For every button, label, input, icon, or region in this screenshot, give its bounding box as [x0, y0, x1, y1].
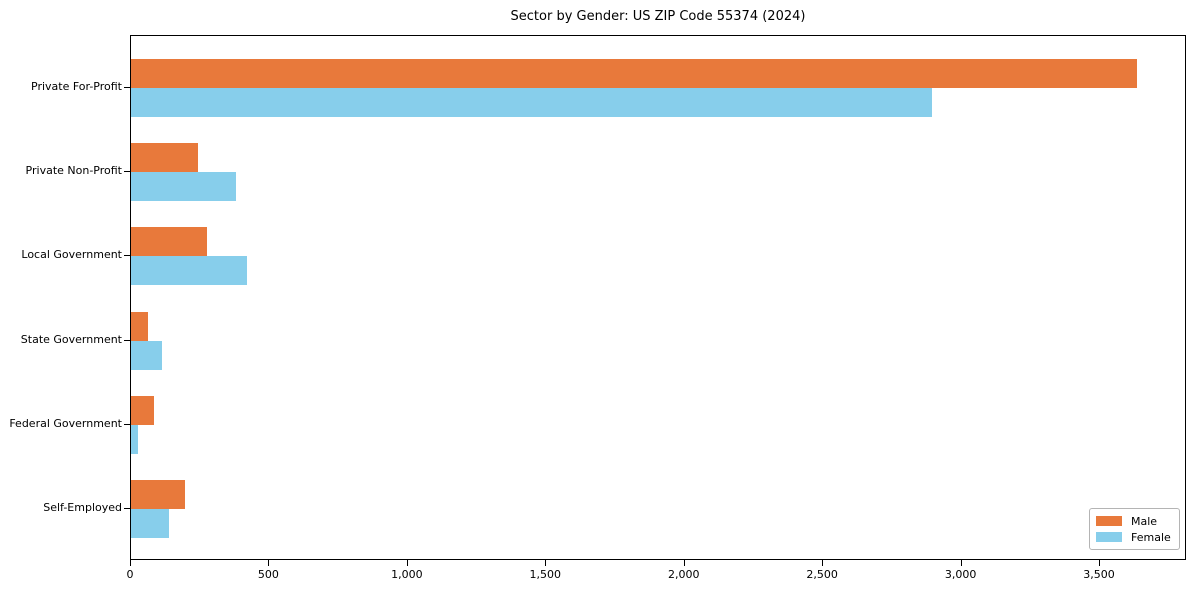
legend-entry-male: Male — [1096, 514, 1173, 529]
y-tick-label-local-government: Local Government — [21, 248, 122, 262]
legend: Male Female — [1089, 508, 1180, 550]
x-tick-label: 3,500 — [1083, 568, 1115, 581]
y-tick-label-state-government: State Government — [20, 332, 122, 346]
bar-female-self-employed — [131, 508, 169, 538]
y-tick — [124, 423, 130, 425]
legend-swatch-female — [1096, 532, 1122, 542]
plot-area — [130, 35, 1186, 560]
x-tick-label: 2,500 — [806, 568, 838, 581]
legend-swatch-male — [1096, 516, 1122, 526]
x-tick-label: 2,000 — [667, 568, 700, 581]
y-tick-label-self-employed: Self-Employed — [43, 500, 122, 514]
x-tick — [406, 560, 408, 566]
bar-male-state-government — [131, 311, 148, 341]
x-tick-label: 1,000 — [391, 568, 423, 581]
bar-male-private-non-profit — [131, 143, 198, 173]
legend-label-male: Male — [1131, 514, 1158, 528]
bar-male-private-for-profit — [131, 59, 1138, 89]
x-tick — [268, 560, 270, 566]
legend-label-female: Female — [1131, 530, 1171, 544]
bar-female-private-for-profit — [131, 88, 933, 118]
x-tick — [960, 560, 962, 566]
bar-female-local-government — [131, 256, 247, 286]
x-tick — [545, 560, 547, 566]
bar-male-self-employed — [131, 479, 185, 509]
y-tick-label-federal-government: Federal Government — [9, 416, 122, 430]
x-tick — [822, 560, 824, 566]
y-tick — [124, 255, 130, 257]
x-tick-label: 1,500 — [529, 568, 562, 581]
x-tick-label: 0 — [126, 568, 134, 581]
bar-female-state-government — [131, 340, 162, 370]
bar-female-private-non-profit — [131, 172, 236, 202]
y-tick — [124, 507, 130, 509]
y-tick-label-private-for-profit: Private For-Profit — [31, 80, 122, 94]
y-tick — [124, 339, 130, 341]
x-tick — [1099, 560, 1101, 566]
y-tick-label-private-non-profit: Private Non-Profit — [25, 164, 122, 178]
y-tick — [124, 87, 130, 89]
bar-female-federal-government — [131, 424, 138, 454]
bar-male-local-government — [131, 227, 208, 257]
chart-title: Sector by Gender: US ZIP Code 55374 (202… — [510, 9, 806, 24]
x-tick — [130, 560, 131, 566]
x-tick-label: 3,000 — [944, 568, 977, 581]
y-tick — [124, 171, 130, 173]
x-tick — [683, 560, 685, 566]
x-tick-label: 500 — [257, 568, 279, 581]
legend-entry-female: Female — [1096, 530, 1173, 545]
bar-male-federal-government — [131, 395, 154, 425]
